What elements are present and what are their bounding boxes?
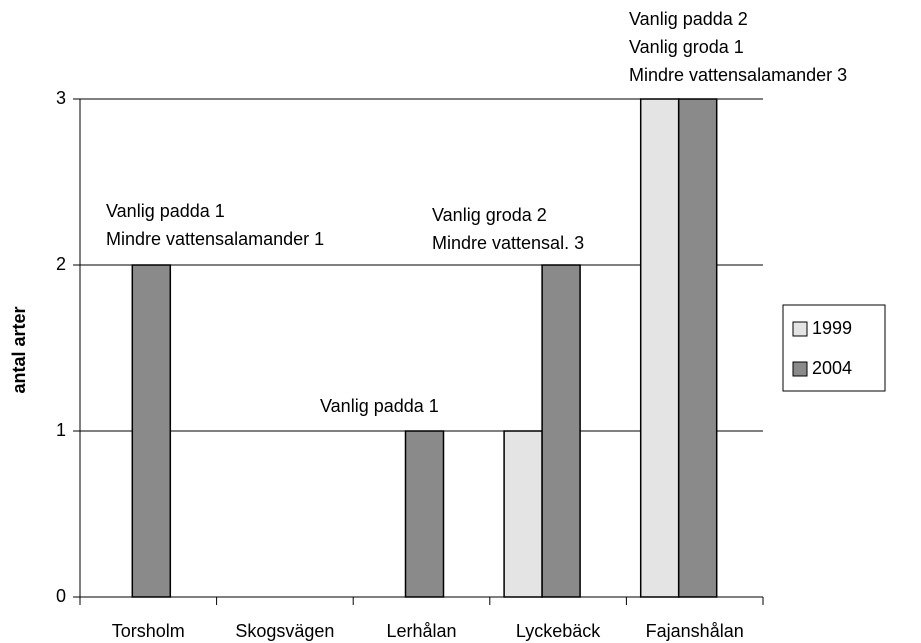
y-axis-label: antal arter	[9, 306, 29, 393]
legend-label: 1999	[812, 318, 852, 338]
bar	[541, 264, 581, 598]
y-tick-label: 0	[56, 586, 66, 606]
annotation: Vanlig groda 1	[629, 37, 744, 57]
y-tick-label: 1	[56, 420, 66, 440]
annotation: Vanlig padda 2	[629, 9, 748, 29]
annotation: Vanlig padda 1	[320, 396, 439, 416]
y-tick-label: 2	[56, 254, 66, 274]
bar	[639, 98, 680, 598]
annotation: Vanlig groda 2	[432, 205, 547, 225]
y-tick-label: 3	[56, 88, 66, 108]
x-tick-label: Lyckebäck	[516, 621, 601, 641]
bar	[677, 98, 718, 598]
annotation: Vanlig padda 1	[106, 201, 225, 221]
legend-box	[782, 304, 886, 392]
legend-swatch	[792, 321, 808, 337]
annotation: Mindre vattensalamander 1	[106, 229, 324, 249]
x-tick-label: Skogsvägen	[235, 621, 334, 641]
legend-swatch	[792, 361, 808, 377]
annotation: Mindre vattensalamander 3	[629, 65, 847, 85]
bar	[503, 430, 543, 598]
x-tick-label: Lerhålan	[386, 621, 456, 641]
legend-label: 2004	[812, 358, 852, 378]
bar	[404, 430, 445, 598]
x-tick-label: Fajanshålan	[646, 621, 744, 641]
bar	[131, 264, 172, 598]
x-tick-label: Torsholm	[112, 621, 185, 641]
annotation: Mindre vattensal. 3	[432, 233, 584, 253]
